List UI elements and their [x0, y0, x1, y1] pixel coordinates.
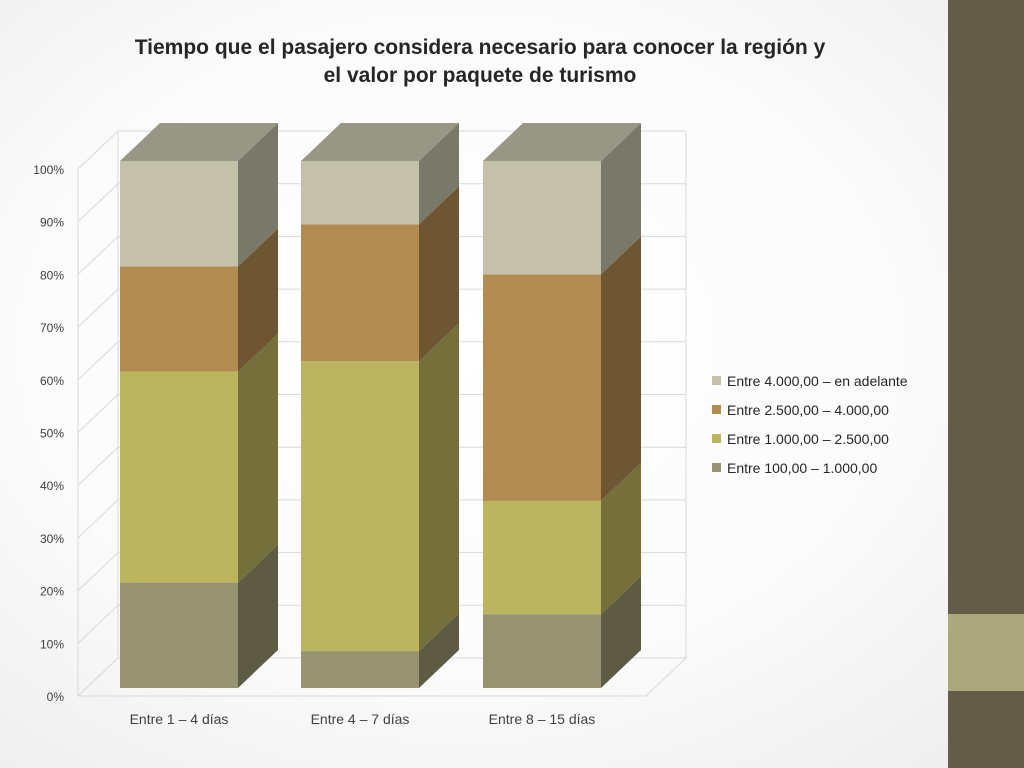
legend-item: Entre 4.000,00 – en adelante	[712, 366, 908, 395]
gridline-depth	[77, 604, 119, 644]
y-tick-label: 60%	[40, 374, 64, 388]
bar-2-series-3-side	[419, 186, 459, 362]
bar-3-series-2-front	[483, 500, 601, 615]
y-tick-label: 20%	[40, 585, 64, 599]
y-tick-label: 80%	[40, 268, 64, 282]
stacked-bar-chart: 0% 10% 20% 30% 40% 50% 60% 70% 80% 90% 100% Entre 1…	[33, 123, 688, 727]
y-tick-label: 50%	[40, 427, 64, 441]
gridline-depth	[77, 552, 119, 591]
legend-label: Entre 100,00 – 1.000,00	[727, 459, 878, 476]
legend-label: Entre 4.000,00 – en adelante	[727, 372, 908, 389]
chart-title-line-2: el valor por paquete de turismo	[323, 64, 637, 87]
legend-label: Entre 2.500,00 – 4.000,00	[727, 401, 889, 418]
chart-title-line-1: Tiempo que el pasajero considera necesar…	[134, 36, 826, 59]
gridline-depth	[77, 341, 119, 381]
x-category-label: Entre 1 – 4 días	[130, 711, 229, 727]
gridline-depth	[77, 446, 119, 486]
bar-3-series-3-side	[601, 236, 641, 501]
bar-1-series-1-side	[238, 544, 278, 688]
bar-1-series-4-front	[120, 161, 238, 267]
bar-2-series-4-top	[301, 123, 459, 161]
bar-3-series-1-side	[601, 576, 641, 688]
bar-2-series-2-side	[419, 323, 459, 652]
bar-1-series-2-side	[238, 333, 278, 583]
gridline-depth	[77, 236, 119, 275]
bar-1-series-4-top	[120, 123, 278, 161]
legend-label: Entre 1.000,00 – 2.500,00	[727, 430, 889, 447]
bar-2-series-1-side	[419, 613, 459, 688]
x-category-label: Entre 4 – 7 días	[311, 711, 410, 727]
y-tick-label: 30%	[40, 532, 64, 546]
y-tick-label: 70%	[40, 321, 64, 335]
y-tick-label: 10%	[40, 637, 64, 651]
chart-title: Tiempo que el pasajero considera necesar…	[100, 34, 860, 90]
gridline-depth	[77, 394, 119, 433]
bar-2-series-4-front	[301, 161, 419, 225]
gridline-depth	[77, 288, 119, 328]
bar-3-series-4-side	[601, 123, 641, 275]
legend-item: Entre 100,00 – 1.000,00	[712, 453, 908, 482]
legend-swatch	[712, 463, 721, 472]
bar-2-series-4-side	[419, 123, 459, 225]
bar-2-series-3-front	[301, 224, 419, 362]
y-tick-label: 40%	[40, 479, 64, 493]
gridline-depth	[77, 499, 119, 539]
y-tick-label: 90%	[40, 216, 64, 230]
gridline-depth	[77, 183, 119, 223]
bar-3-series-2-side	[601, 462, 641, 615]
legend-item: Entre 1.000,00 – 2.500,00	[712, 424, 908, 453]
gridline-depth	[77, 130, 119, 170]
legend-swatch	[712, 376, 721, 385]
x-category-label: Entre 8 – 15 días	[489, 711, 596, 727]
bar-1-series-3-front	[120, 266, 238, 372]
bar-2-series-2-front	[301, 361, 419, 652]
bar-3-series-3-front	[483, 274, 601, 501]
bar-3-series-4-front	[483, 161, 601, 275]
bar-3-series-1-front	[483, 614, 601, 688]
decorative-sidebar-accent	[948, 614, 1024, 691]
bar-1-series-3-side	[238, 228, 278, 372]
legend-swatch	[712, 434, 721, 443]
y-tick-label: 0%	[47, 690, 65, 704]
legend-swatch	[712, 405, 721, 414]
y-tick-label: 100%	[33, 163, 64, 177]
chart-legend: Entre 4.000,00 – en adelante Entre 2.500,…	[712, 366, 908, 482]
bar-2-series-1-front	[301, 651, 419, 688]
bar-1-series-2-front	[120, 371, 238, 583]
bar-1-series-1-front	[120, 582, 238, 688]
bar-3-series-4-top	[483, 123, 641, 161]
legend-item: Entre 2.500,00 – 4.000,00	[712, 395, 908, 424]
bar-1-series-4-side	[238, 123, 278, 267]
